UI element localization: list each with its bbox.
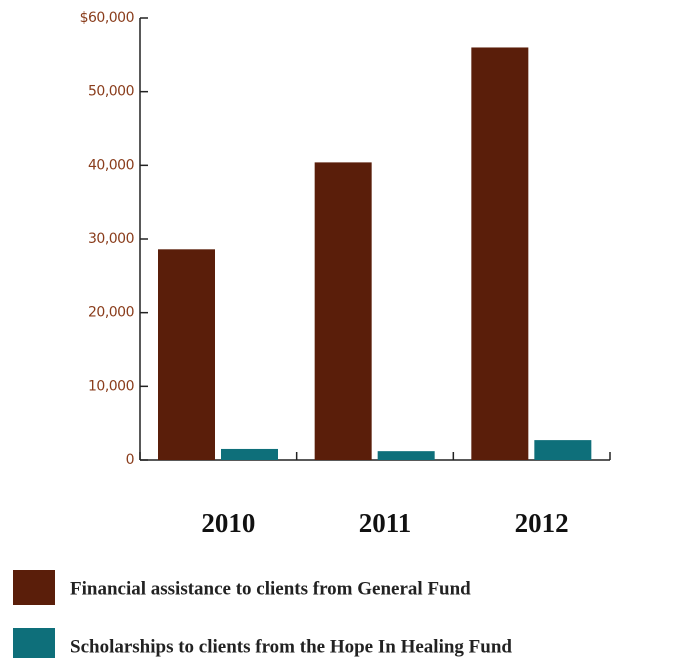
y-tick-label: 30,000 [88,231,134,247]
legend-swatch [13,570,55,605]
bar [314,162,372,461]
legend-swatch [13,628,55,658]
x-tick-label: 2012 [515,508,569,538]
bar [377,451,435,460]
x-tick-label: 2010 [201,508,255,538]
bar [534,440,592,460]
y-tick-label: 50,000 [88,84,134,100]
y-tick-label: $60,000 [80,10,134,26]
bar [471,47,529,460]
y-tick-label: 0 [126,452,134,468]
bar [221,448,278,460]
bar [158,249,215,460]
y-tick-label: 10,000 [88,378,134,394]
x-tick-label: 2011 [359,508,412,538]
y-tick-label: 40,000 [88,157,134,173]
legend-label: Financial assistance to clients from Gen… [70,578,471,599]
legend-label: Scholarships to clients from the Hope In… [70,636,512,657]
y-tick-label: 20,000 [88,305,134,321]
